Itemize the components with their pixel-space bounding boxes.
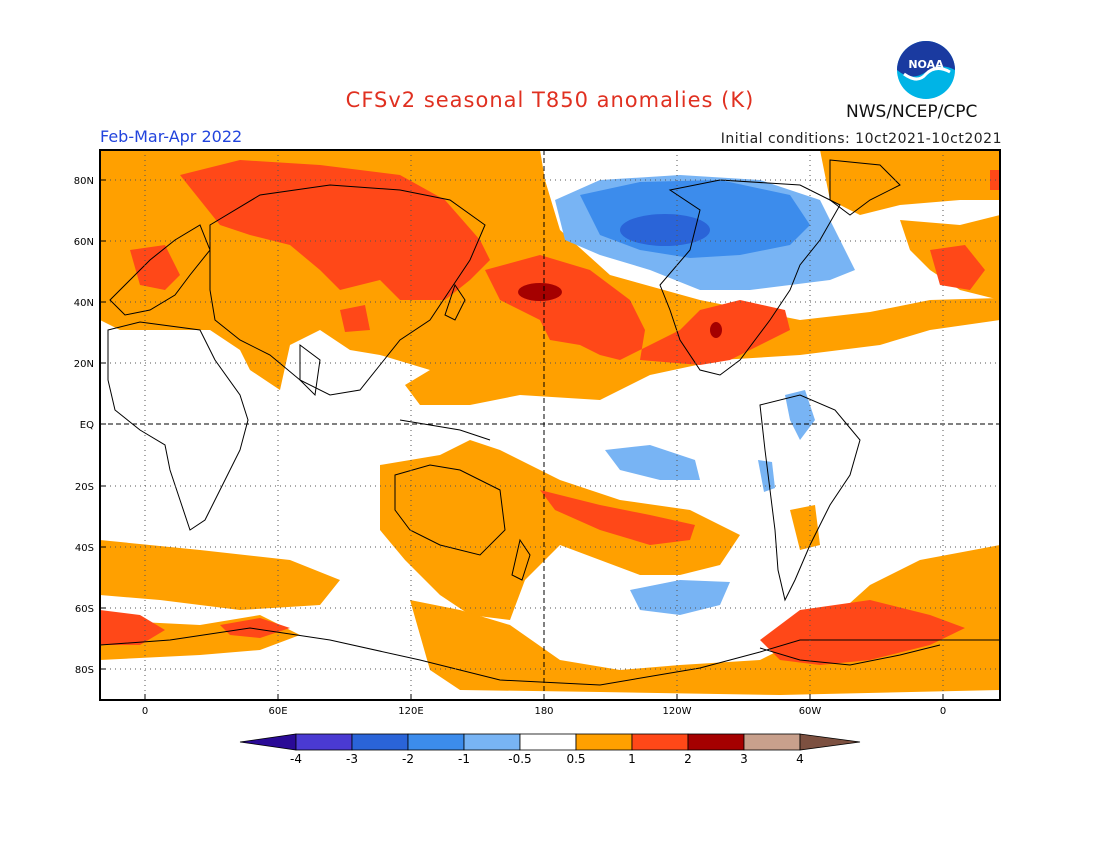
- lat-label: 60S: [75, 604, 94, 615]
- lon-label: 0: [142, 706, 148, 717]
- map-frame: [99, 149, 1001, 701]
- colorbar-tick-label: -1: [458, 752, 470, 766]
- lon-label: 180: [534, 706, 553, 717]
- colorbar-tick-label: -3: [346, 752, 358, 766]
- lat-label: 60N: [74, 237, 94, 248]
- lat-label: 20N: [74, 359, 94, 370]
- agency-label: NWS/NCEP/CPC: [846, 102, 978, 122]
- lon-label: 0: [940, 706, 946, 717]
- equator-dateline: [100, 150, 1000, 700]
- colorbar-tick-label: -0.5: [508, 752, 531, 766]
- lon-label: 120E: [398, 706, 423, 717]
- colorbar-segment: [743, 733, 801, 751]
- lon-label: 120W: [663, 706, 692, 717]
- lat-label: 40N: [74, 298, 94, 309]
- lat-labels: 80N 60N 40N 20N EQ 20S 40S 60S 80S: [74, 176, 94, 676]
- graticule: [100, 150, 1000, 700]
- colorbar-segment: [631, 733, 689, 751]
- colorbar-segment: [351, 733, 409, 751]
- colorbar-segment: [575, 733, 633, 751]
- axis-ticks: [100, 179, 944, 700]
- anomaly-field: [100, 150, 1000, 700]
- lon-label: 60E: [268, 706, 287, 717]
- lon-label: 60W: [799, 706, 822, 717]
- anomaly-neg-2-3: [620, 214, 710, 246]
- colorbar-tick-label: -2: [402, 752, 414, 766]
- lat-label: EQ: [80, 420, 94, 431]
- coastlines: [100, 159, 1000, 686]
- lat-label: 20S: [75, 482, 94, 493]
- anomaly-2-3: [518, 283, 722, 338]
- colorbar-tick-label: 0.5: [566, 752, 585, 766]
- colorbar-tick-label: 1: [628, 752, 636, 766]
- colorbar-segment: [239, 733, 297, 751]
- noaa-logo-text: NOAA: [908, 58, 944, 71]
- noaa-logo-icon: NOAA: [897, 41, 955, 99]
- colorbar-segment: [463, 733, 521, 751]
- colorbar-tick-label: -4: [290, 752, 302, 766]
- lon-labels: 0 60E 120E 180 120W 60W 0: [142, 706, 946, 717]
- colorbar-segment: [687, 733, 745, 751]
- colorbar-tick-label: 4: [796, 752, 804, 766]
- chart-title: CFSv2 seasonal T850 anomalies (K): [345, 88, 755, 112]
- lat-label: 40S: [75, 543, 94, 554]
- initial-conditions-label: Initial conditions: 10ct2021-10ct2021: [720, 131, 1002, 147]
- anomaly-1-2: [100, 160, 1000, 665]
- colorbar-segment: [519, 733, 577, 751]
- colorbar-tick-label: 3: [740, 752, 748, 766]
- colorbar-segment: [295, 733, 353, 751]
- colorbar-segment: [407, 733, 465, 751]
- season-label: Feb-Mar-Apr 2022: [100, 127, 243, 146]
- colorbar: -4 -3 -2 -1 -0.5 0.5 1 2 3 4: [239, 733, 861, 766]
- colorbar-segment: [799, 733, 861, 751]
- lat-label: 80S: [75, 665, 94, 676]
- colorbar-tick-label: 2: [684, 752, 692, 766]
- lat-label: 80N: [74, 176, 94, 187]
